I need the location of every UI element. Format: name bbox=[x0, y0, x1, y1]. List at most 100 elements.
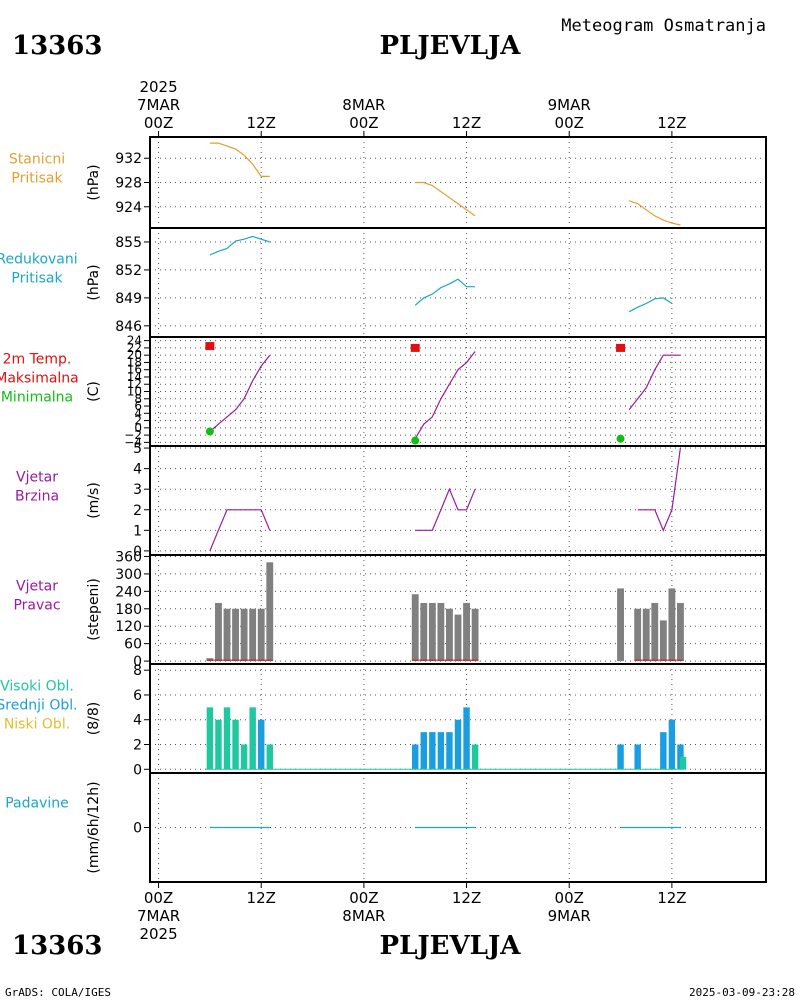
y-tick-label: 2 bbox=[134, 414, 142, 428]
y-axis-unit: (hPa) bbox=[86, 164, 102, 200]
cloud-bar bbox=[660, 732, 667, 770]
y-tick-label: 855 bbox=[115, 235, 142, 251]
cloud-bar bbox=[446, 732, 453, 770]
cloud-bar bbox=[215, 719, 222, 770]
bar bbox=[668, 588, 676, 662]
y-tick-label: 0 bbox=[133, 544, 142, 560]
panels: Stanicni Pritisak (hPa) 924 928 932 Redukovani… bbox=[0, 131, 767, 888]
y-axis-unit: (stepeni) bbox=[86, 578, 102, 641]
bar bbox=[249, 608, 257, 662]
panel-padavine: Padavine (mm/6h/12h) 0 bbox=[5, 772, 767, 883]
series-line bbox=[209, 142, 270, 177]
station-id: 13363 bbox=[12, 31, 102, 61]
y-tick-label: 849 bbox=[115, 291, 142, 307]
cloud-bar bbox=[206, 707, 214, 770]
time-date-top: 8MAR bbox=[342, 96, 385, 114]
y-tick-label: 2 bbox=[133, 738, 142, 754]
time-date-bottom: 8MAR bbox=[342, 907, 385, 925]
bar bbox=[215, 602, 222, 662]
time-hour-bottom: 12Z bbox=[657, 889, 686, 907]
cloud-bar bbox=[249, 707, 256, 770]
y-tick-label: 4 bbox=[133, 462, 142, 478]
y-tick-label: 928 bbox=[115, 176, 142, 192]
y-tick-label: 16 bbox=[127, 363, 142, 377]
bar bbox=[617, 588, 624, 662]
y-tick-label: 24 bbox=[127, 334, 142, 348]
footer-timestamp: 2025-03-09-23:28 bbox=[689, 986, 795, 999]
time-date-bottom: 7MAR bbox=[137, 907, 180, 925]
y-tick-label: 1 bbox=[133, 523, 142, 539]
y-tick-label: 360 bbox=[115, 549, 142, 565]
panel-label: Pritisak bbox=[11, 271, 63, 287]
panel-label: Stanicni bbox=[9, 152, 65, 168]
panel-frame bbox=[149, 772, 767, 883]
time-hour-bottom: 12Z bbox=[247, 889, 276, 907]
y-tick-label: 5 bbox=[133, 441, 142, 457]
panel-label: Niski Obl. bbox=[4, 717, 70, 733]
bar bbox=[651, 602, 659, 662]
y-tick-label: 852 bbox=[115, 263, 142, 279]
y-tick-label: 18 bbox=[127, 355, 142, 369]
time-hour-top: 12Z bbox=[452, 114, 481, 132]
time-hour-top: 00Z bbox=[555, 114, 584, 132]
series-line bbox=[209, 509, 271, 552]
y-tick-label: 6 bbox=[134, 399, 142, 413]
time-date-top: 9MAR bbox=[548, 96, 591, 114]
y-tick-label: 932 bbox=[115, 151, 142, 167]
bar bbox=[634, 608, 642, 662]
y-tick-label: 10 bbox=[127, 385, 142, 399]
panel-frame bbox=[149, 136, 767, 229]
y-tick-label: 846 bbox=[115, 319, 142, 335]
y-axis-unit: (8/8) bbox=[86, 702, 102, 735]
time-hour-top: 00Z bbox=[144, 114, 173, 132]
cloud-bar bbox=[668, 719, 676, 770]
station-id-bottom: 13363 bbox=[12, 931, 102, 961]
y-tick-label: −4 bbox=[124, 435, 142, 449]
panel-label: Pravac bbox=[13, 598, 60, 614]
time-year-top: 2025 bbox=[139, 78, 177, 96]
series-line bbox=[628, 200, 681, 226]
bar bbox=[232, 608, 239, 662]
cloud-bar bbox=[258, 719, 265, 770]
station-name: PLJEVLJA bbox=[380, 31, 522, 61]
bar bbox=[677, 602, 684, 662]
y-tick-label: 2 bbox=[133, 503, 142, 519]
cloud-bar bbox=[679, 756, 687, 770]
series-line bbox=[415, 181, 476, 217]
y-tick-label: 0 bbox=[133, 762, 142, 778]
bar bbox=[240, 608, 248, 662]
y-tick-label: 924 bbox=[115, 200, 142, 216]
y-tick-label: 4 bbox=[134, 406, 142, 420]
panel-label: Pritisak bbox=[11, 171, 63, 187]
series-line bbox=[414, 351, 476, 440]
panel-frame bbox=[149, 227, 767, 338]
bar bbox=[420, 602, 428, 662]
series-line bbox=[628, 354, 681, 411]
y-tick-label: 240 bbox=[115, 584, 142, 600]
cloud-bar bbox=[412, 744, 419, 770]
panel-label: Vjetar bbox=[16, 470, 58, 486]
y-tick-label: 0 bbox=[133, 654, 142, 670]
cloud-bar bbox=[471, 744, 479, 770]
series-line bbox=[415, 487, 476, 531]
panel-label: Srednji Obl. bbox=[0, 698, 78, 714]
cloud-bar bbox=[240, 744, 248, 770]
tmin-marker bbox=[205, 427, 214, 436]
bar bbox=[223, 608, 231, 662]
y-tick-label: 12 bbox=[127, 377, 142, 391]
panel-label: 2m Temp. bbox=[3, 352, 72, 368]
bar bbox=[446, 608, 453, 662]
cloud-bar bbox=[429, 732, 436, 770]
y-tick-label: 8 bbox=[133, 663, 142, 679]
bar bbox=[642, 608, 650, 662]
y-tick-label: 8 bbox=[134, 392, 142, 406]
series-line bbox=[414, 278, 476, 306]
y-tick-label: 0 bbox=[134, 421, 142, 435]
y-axis-unit: (m/s) bbox=[86, 482, 102, 519]
y-tick-label: 4 bbox=[133, 713, 142, 729]
cloud-bar bbox=[454, 719, 462, 770]
panel-label: Visoki Obl. bbox=[0, 679, 74, 695]
series-line bbox=[209, 235, 270, 256]
